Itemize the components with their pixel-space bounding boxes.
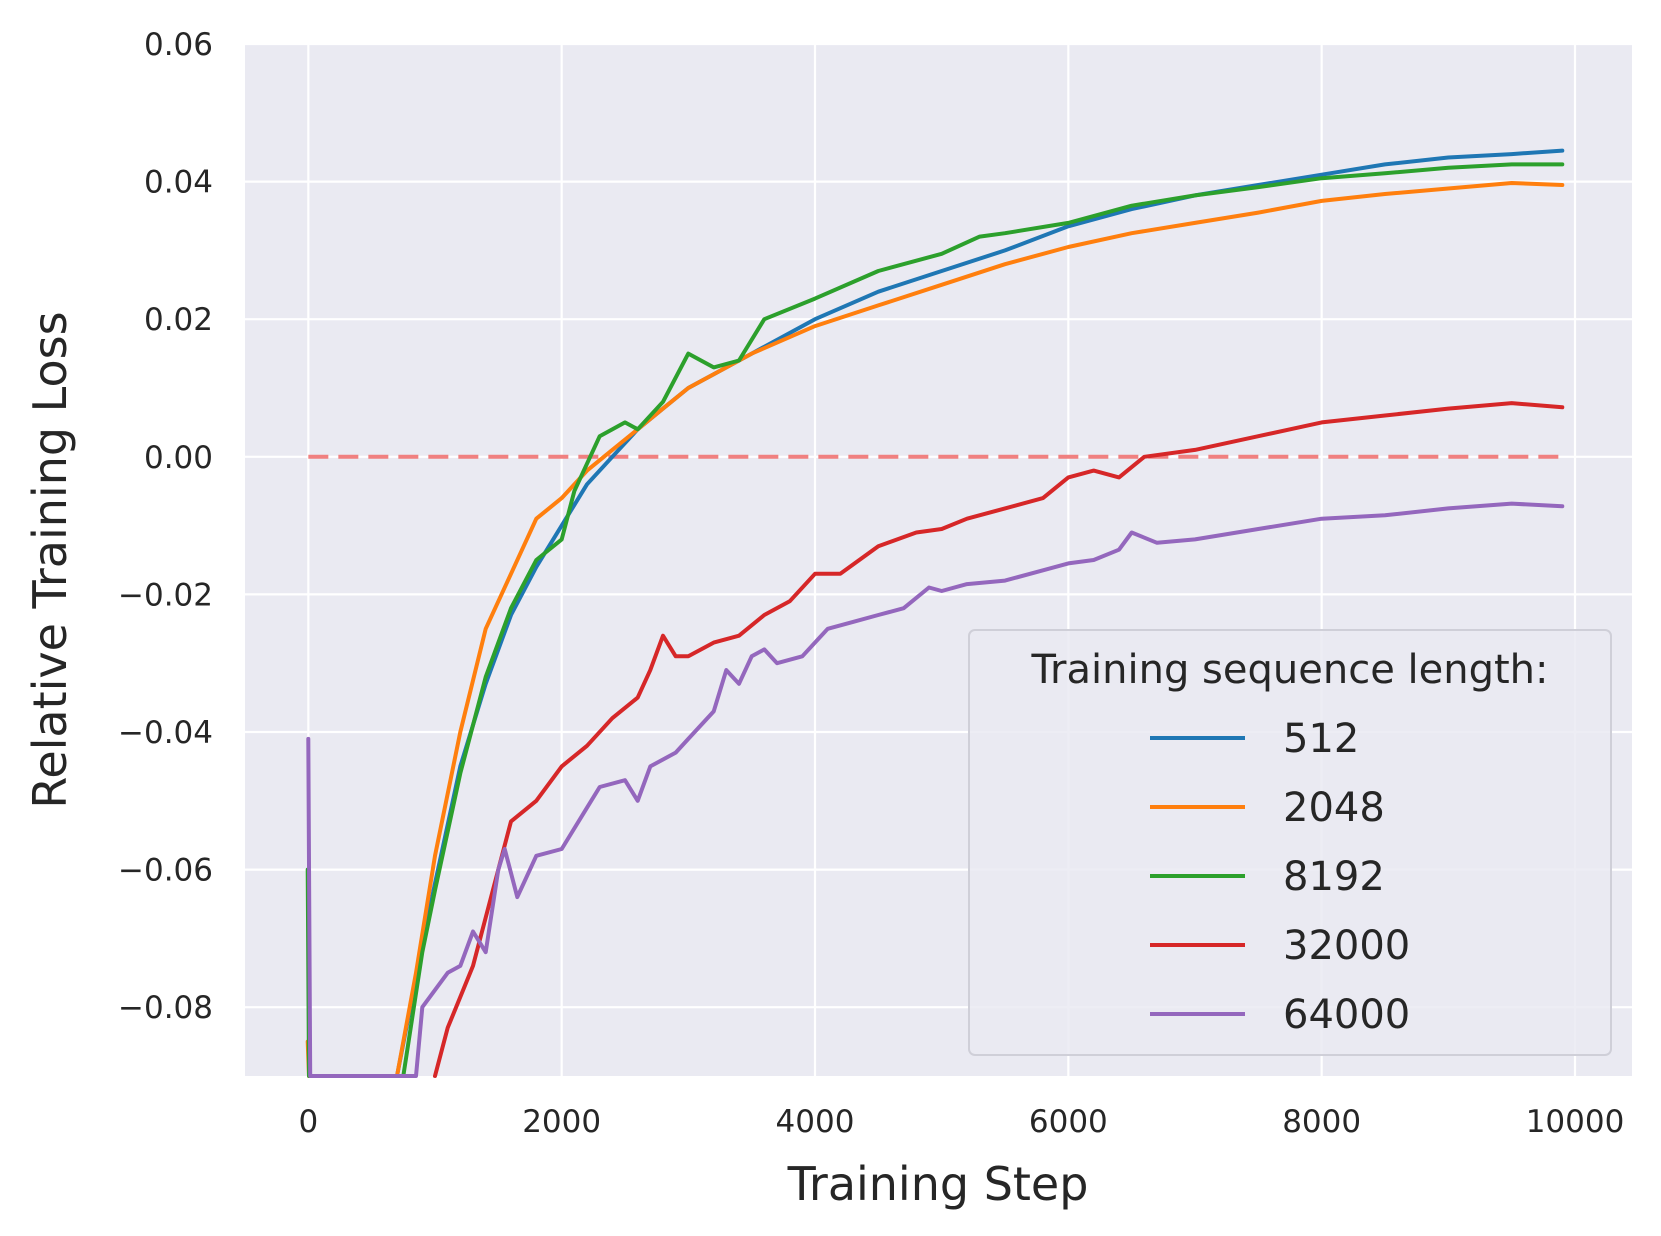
series-line-2048 bbox=[305, 181, 1565, 1078]
y-axis-label: Relative Training Loss bbox=[23, 311, 77, 808]
y-tick-label: −0.04 bbox=[118, 715, 213, 751]
y-tick-label: 0.00 bbox=[144, 440, 213, 476]
x-axis-label: Training Step bbox=[787, 1157, 1089, 1211]
series-line-64000 bbox=[306, 501, 1565, 1078]
y-tick-label: −0.08 bbox=[118, 990, 213, 1026]
x-tick-label: 4000 bbox=[776, 1104, 855, 1140]
x-tick-label: 6000 bbox=[1029, 1104, 1108, 1140]
legend-label-32000: 32000 bbox=[1283, 923, 1410, 969]
legend-label-512: 512 bbox=[1283, 716, 1359, 762]
legend-label-8192: 8192 bbox=[1283, 854, 1385, 900]
series-line-8192 bbox=[305, 162, 1565, 1078]
y-tick-label: −0.06 bbox=[118, 853, 213, 889]
y-tick-label: −0.02 bbox=[118, 577, 213, 613]
x-tick-label: 0 bbox=[298, 1104, 318, 1140]
x-tick-label: 10000 bbox=[1526, 1104, 1625, 1140]
legend-entries: 512 2048 8192 32000 64000 bbox=[1150, 716, 1410, 1038]
legend-box bbox=[968, 629, 1612, 1056]
x-tick-label: 8000 bbox=[1282, 1104, 1361, 1140]
axis-ticks: 0 2000 4000 6000 8000 10000 0.06 0.04 0.02 0.00 −0… bbox=[118, 27, 1624, 1140]
x-tick-label: 2000 bbox=[522, 1104, 601, 1140]
series-line-32000 bbox=[433, 401, 1565, 1078]
y-tick-label: 0.04 bbox=[144, 165, 213, 201]
legend-label-2048: 2048 bbox=[1283, 785, 1385, 831]
y-tick-label: 0.02 bbox=[144, 302, 213, 338]
series-lines bbox=[305, 148, 1565, 1078]
legend-label-64000: 64000 bbox=[1283, 992, 1410, 1038]
y-tick-label: 0.06 bbox=[144, 27, 213, 63]
legend: Training sequence length: 512 2048 8192 320… bbox=[968, 629, 1612, 1056]
legend-title: Training sequence length: bbox=[1031, 647, 1549, 693]
